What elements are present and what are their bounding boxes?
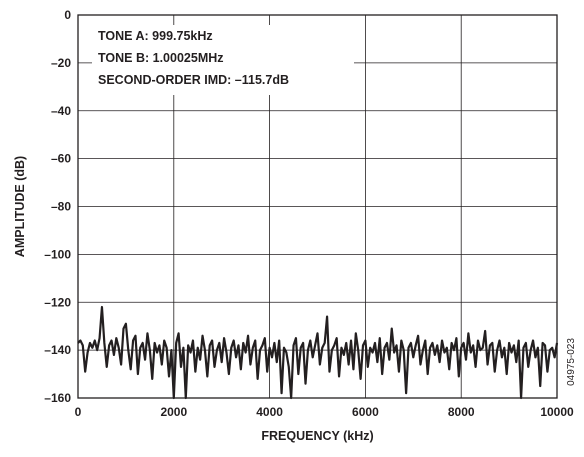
x-tick-label: 4000 <box>256 405 283 419</box>
tick-layer: 0 2000 4000 6000 8000 10000 0 –20 –40 –60 –80 –100 –… <box>44 8 574 419</box>
plot-frame <box>77 14 558 399</box>
figure-id-label: 04975-023 <box>566 338 577 386</box>
series-layer <box>77 305 559 400</box>
y-tick-label: –40 <box>51 104 71 118</box>
annotation-imd: SECOND-ORDER IMD: –115.7dB <box>98 73 289 87</box>
y-tick-label: 0 <box>64 8 71 22</box>
annotation-tone-a: TONE A: 999.75kHz <box>98 29 213 43</box>
y-tick-label: –100 <box>44 247 71 261</box>
y-tick-label: –60 <box>51 152 71 166</box>
y-tick-label: –20 <box>51 56 71 70</box>
x-tick-label: 8000 <box>448 405 475 419</box>
x-tick-label: 0 <box>75 405 82 419</box>
annotation-background <box>92 25 354 95</box>
y-tick-label: –160 <box>44 391 71 405</box>
x-tick-label: 6000 <box>352 405 379 419</box>
annotation-tone-b: TONE B: 1.00025MHz <box>98 51 224 65</box>
series-line <box>77 305 559 400</box>
x-tick-label: 2000 <box>160 405 187 419</box>
annotation-layer: TONE A: 999.75kHz TONE B: 1.00025MHz SEC… <box>92 25 354 95</box>
y-tick-label: –140 <box>44 343 71 357</box>
x-tick-label: 10000 <box>540 405 574 419</box>
y-tick-label: –120 <box>44 295 71 309</box>
y-tick-label: –80 <box>51 200 71 214</box>
x-axis-title: FREQUENCY (kHz) <box>261 429 373 443</box>
y-axis-title: AMPLITUDE (dB) <box>13 156 27 257</box>
